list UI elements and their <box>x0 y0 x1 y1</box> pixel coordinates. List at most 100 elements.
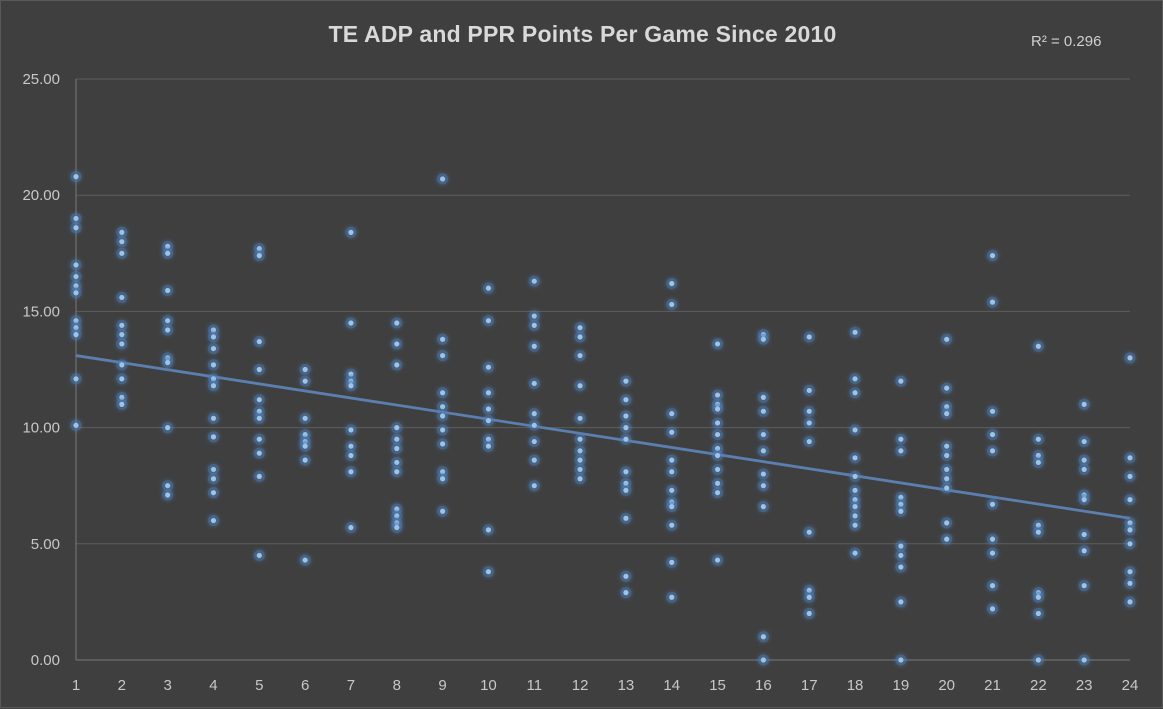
data-point <box>302 378 308 384</box>
data-point <box>714 431 721 438</box>
x-tick-label: 24 <box>1122 677 1139 694</box>
y-tick-label: 10.00 <box>22 420 60 437</box>
data-point <box>1081 531 1087 538</box>
data-point <box>714 341 721 347</box>
data-point <box>348 229 354 235</box>
data-point <box>440 336 446 342</box>
data-point <box>1035 452 1041 459</box>
data-point <box>852 455 858 461</box>
data-point <box>1081 466 1087 473</box>
data-point <box>898 543 904 549</box>
y-tick-label: 5.00 <box>31 536 60 553</box>
data-point <box>669 487 675 493</box>
data-point <box>394 459 400 466</box>
data-point <box>1081 548 1087 554</box>
data-point <box>623 436 629 442</box>
data-point <box>989 448 996 454</box>
data-point <box>256 415 262 421</box>
data-point <box>623 487 629 493</box>
data-point <box>165 318 171 324</box>
data-point <box>760 657 766 663</box>
data-point <box>119 341 125 347</box>
x-tick-label: 22 <box>1030 677 1047 694</box>
data-point <box>531 322 537 328</box>
data-point <box>485 436 492 442</box>
data-point <box>440 508 446 514</box>
data-point <box>210 345 217 352</box>
data-point <box>119 332 125 338</box>
data-point <box>302 457 308 463</box>
data-point <box>714 490 721 496</box>
data-point <box>989 583 996 589</box>
data-point <box>623 397 629 403</box>
data-point <box>165 243 171 249</box>
data-point <box>989 299 996 305</box>
data-point <box>669 280 675 287</box>
x-tick-label: 4 <box>209 677 217 694</box>
data-point <box>852 497 858 503</box>
y-tick-label: 25.00 <box>22 71 60 88</box>
data-point <box>531 483 537 489</box>
x-tick-label: 14 <box>663 677 680 694</box>
data-point <box>165 359 171 366</box>
data-point <box>485 527 492 533</box>
data-point <box>348 427 354 433</box>
data-point <box>348 371 354 377</box>
data-point <box>944 411 950 417</box>
data-point <box>485 443 492 449</box>
data-point <box>119 239 125 245</box>
data-point <box>760 471 766 477</box>
data-point <box>210 434 217 440</box>
x-tick-label: 16 <box>755 677 772 694</box>
data-point <box>485 364 492 370</box>
x-tick-label: 2 <box>118 677 126 694</box>
data-point <box>119 250 125 256</box>
data-point <box>210 362 217 368</box>
data-point <box>394 320 400 326</box>
data-point <box>806 387 812 394</box>
data-point <box>1127 527 1133 533</box>
data-point <box>440 176 446 182</box>
data-point <box>210 517 217 524</box>
data-point <box>1127 355 1133 361</box>
data-point <box>669 504 675 510</box>
data-point <box>394 513 400 519</box>
data-point <box>989 606 996 612</box>
data-point <box>577 383 583 389</box>
y-tick-label: 20.00 <box>22 187 60 204</box>
data-point <box>714 480 721 486</box>
data-point <box>623 573 629 579</box>
data-point <box>440 476 446 482</box>
data-point <box>1127 569 1133 575</box>
data-point <box>73 318 79 324</box>
gridlines <box>76 78 1130 661</box>
data-point <box>944 520 950 526</box>
x-tick-label: 13 <box>618 677 635 694</box>
data-point <box>119 229 125 235</box>
data-point <box>989 431 996 438</box>
x-tick-label: 9 <box>438 677 446 694</box>
data-point <box>440 441 446 447</box>
chart-title: TE ADP and PPR Points Per Game Since 201… <box>328 21 837 47</box>
data-point <box>165 287 171 294</box>
data-point <box>531 380 537 387</box>
data-point <box>669 429 675 435</box>
data-point <box>394 469 400 475</box>
data-point <box>1081 401 1087 407</box>
data-point <box>348 383 354 389</box>
data-point <box>1035 459 1041 466</box>
data-point <box>852 504 858 510</box>
x-tick-label: 12 <box>572 677 589 694</box>
data-point <box>1035 436 1041 442</box>
data-point <box>852 329 858 335</box>
data-point <box>485 318 492 324</box>
data-point <box>165 492 171 498</box>
data-point <box>440 413 446 419</box>
data-point <box>73 376 79 382</box>
data-point <box>760 394 766 400</box>
data-point <box>348 443 354 449</box>
data-point <box>669 411 675 417</box>
data-point <box>348 524 354 531</box>
